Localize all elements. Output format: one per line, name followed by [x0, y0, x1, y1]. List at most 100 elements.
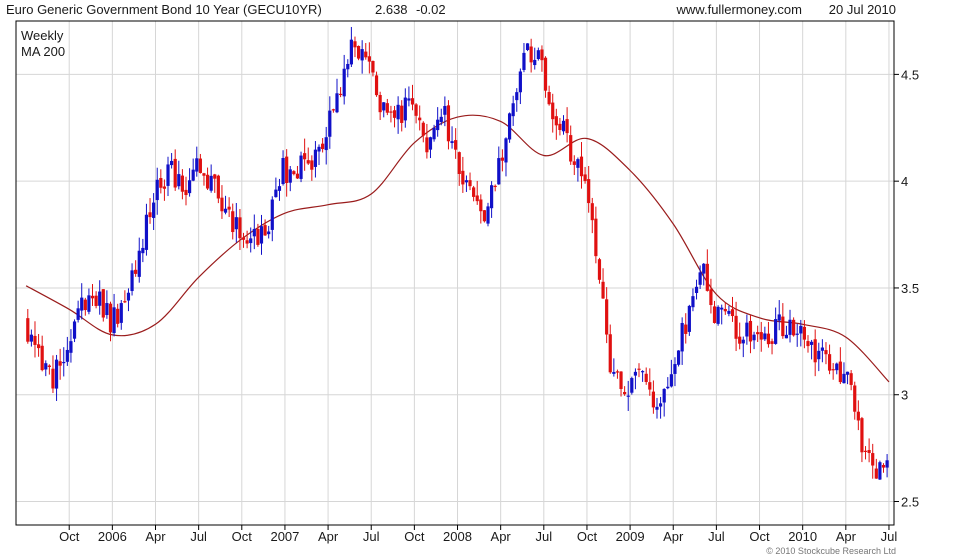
- weekly-bar-body: [270, 199, 274, 230]
- weekly-bar-body: [349, 39, 353, 65]
- weekly-bar: [374, 71, 379, 97]
- weekly-bar: [824, 342, 828, 365]
- weekly-bar: [633, 368, 638, 390]
- weekly-bar: [378, 91, 382, 121]
- weekly-bar: [80, 283, 84, 320]
- weekly-bar: [198, 153, 202, 174]
- weekly-bar: [58, 348, 62, 380]
- weekly-bar-body: [216, 175, 220, 199]
- weekly-bar-body: [684, 324, 688, 334]
- weekly-bar: [482, 210, 487, 223]
- weekly-bar-body: [770, 341, 774, 344]
- weekly-bar: [554, 108, 558, 140]
- weekly-bar: [748, 315, 753, 354]
- moving-average-layer: [25, 114, 890, 383]
- weekly-bar-body: [90, 295, 95, 299]
- weekly-bar-body: [777, 314, 781, 321]
- weekly-bar-body: [662, 388, 666, 403]
- legend-ma: MA 200: [21, 44, 65, 59]
- weekly-bar: [360, 40, 364, 74]
- weekly-bar-body: [69, 341, 73, 353]
- weekly-bar: [112, 293, 116, 337]
- weekly-bar: [856, 400, 860, 431]
- weekly-bar: [432, 124, 436, 142]
- weekly-bar: [648, 368, 652, 396]
- weekly-bar: [51, 355, 55, 394]
- weekly-bar: [241, 232, 246, 248]
- weekly-bar: [619, 371, 623, 397]
- weekly-bar: [263, 219, 267, 236]
- weekly-bar: [252, 214, 256, 250]
- weekly-bar-body: [680, 322, 684, 352]
- weekly-bar: [669, 359, 673, 388]
- weekly-bar-body: [547, 92, 551, 105]
- weekly-bar-body: [572, 161, 576, 165]
- weekly-bar-body: [364, 51, 368, 58]
- weekly-bar-body: [374, 75, 379, 96]
- weekly-bar: [303, 138, 307, 171]
- weekly-bar: [766, 321, 771, 348]
- weekly-bar: [709, 278, 713, 314]
- weekly-bar-body: [529, 46, 533, 63]
- weekly-bar-body: [817, 350, 821, 360]
- weekly-bar: [367, 42, 371, 74]
- weekly-bar-body: [80, 297, 84, 311]
- weekly-bar: [450, 126, 454, 149]
- weekly-bar: [400, 100, 404, 132]
- weekly-bar-body: [472, 187, 476, 197]
- weekly-bar-body: [54, 359, 59, 389]
- weekly-bar: [712, 300, 717, 324]
- weekly-bar-body: [734, 315, 738, 339]
- weekly-bar: [792, 317, 796, 337]
- weekly-bar-body: [554, 116, 558, 126]
- weekly-bar: [428, 136, 433, 159]
- weekly-bar: [730, 296, 735, 322]
- chart-title: Euro Generic Government Bond 10 Year (GE…: [6, 2, 322, 17]
- weekly-bar-body: [299, 155, 303, 179]
- weekly-bar: [881, 463, 886, 473]
- weekly-bar: [784, 325, 789, 339]
- weekly-bar-body: [745, 322, 749, 337]
- weekly-bar: [144, 203, 149, 256]
- weekly-bar-body: [446, 105, 451, 142]
- x-tick-label: 2010: [788, 529, 817, 544]
- weekly-bar: [658, 396, 663, 419]
- weekly-bar: [87, 288, 91, 315]
- weekly-bar-body: [26, 318, 30, 342]
- weekly-bar-body: [155, 179, 159, 201]
- weekly-bar: [551, 93, 555, 133]
- weekly-bar-body: [421, 122, 425, 136]
- weekly-bar-body: [310, 160, 314, 170]
- weekly-bar: [152, 193, 156, 231]
- x-tick-label: Apr: [145, 529, 166, 544]
- weekly-bar-body: [425, 137, 429, 153]
- weekly-bar: [680, 317, 684, 365]
- weekly-bar-body: [259, 226, 264, 244]
- weekly-bar-body: [799, 325, 803, 334]
- weekly-bar-body: [824, 350, 828, 355]
- weekly-bar-body: [295, 173, 300, 179]
- weekly-bar: [76, 300, 80, 323]
- weekly-bar-body: [863, 450, 868, 452]
- weekly-bar-body: [195, 158, 199, 172]
- weekly-bar-body: [838, 361, 842, 383]
- weekly-bar: [72, 319, 77, 343]
- weekly-bar: [853, 381, 857, 420]
- weekly-bar: [436, 107, 440, 137]
- weekly-bar-body: [669, 374, 673, 387]
- weekly-bar: [310, 155, 314, 181]
- weekly-bar: [328, 96, 332, 149]
- x-tick-label: Oct: [577, 529, 598, 544]
- weekly-bar-body: [809, 341, 814, 345]
- weekly-bar-body: [436, 119, 440, 131]
- weekly-bar-body: [705, 263, 709, 291]
- weekly-bar-body: [249, 238, 253, 244]
- weekly-bar: [579, 142, 584, 189]
- weekly-bar: [364, 43, 368, 60]
- weekly-bar-body: [227, 206, 231, 210]
- weekly-bar-body: [853, 385, 857, 412]
- site-link[interactable]: www.fullermoney.com: [676, 2, 802, 17]
- weekly-bar-body: [633, 371, 638, 376]
- weekly-bar: [561, 115, 566, 135]
- weekly-bar-body: [177, 174, 181, 187]
